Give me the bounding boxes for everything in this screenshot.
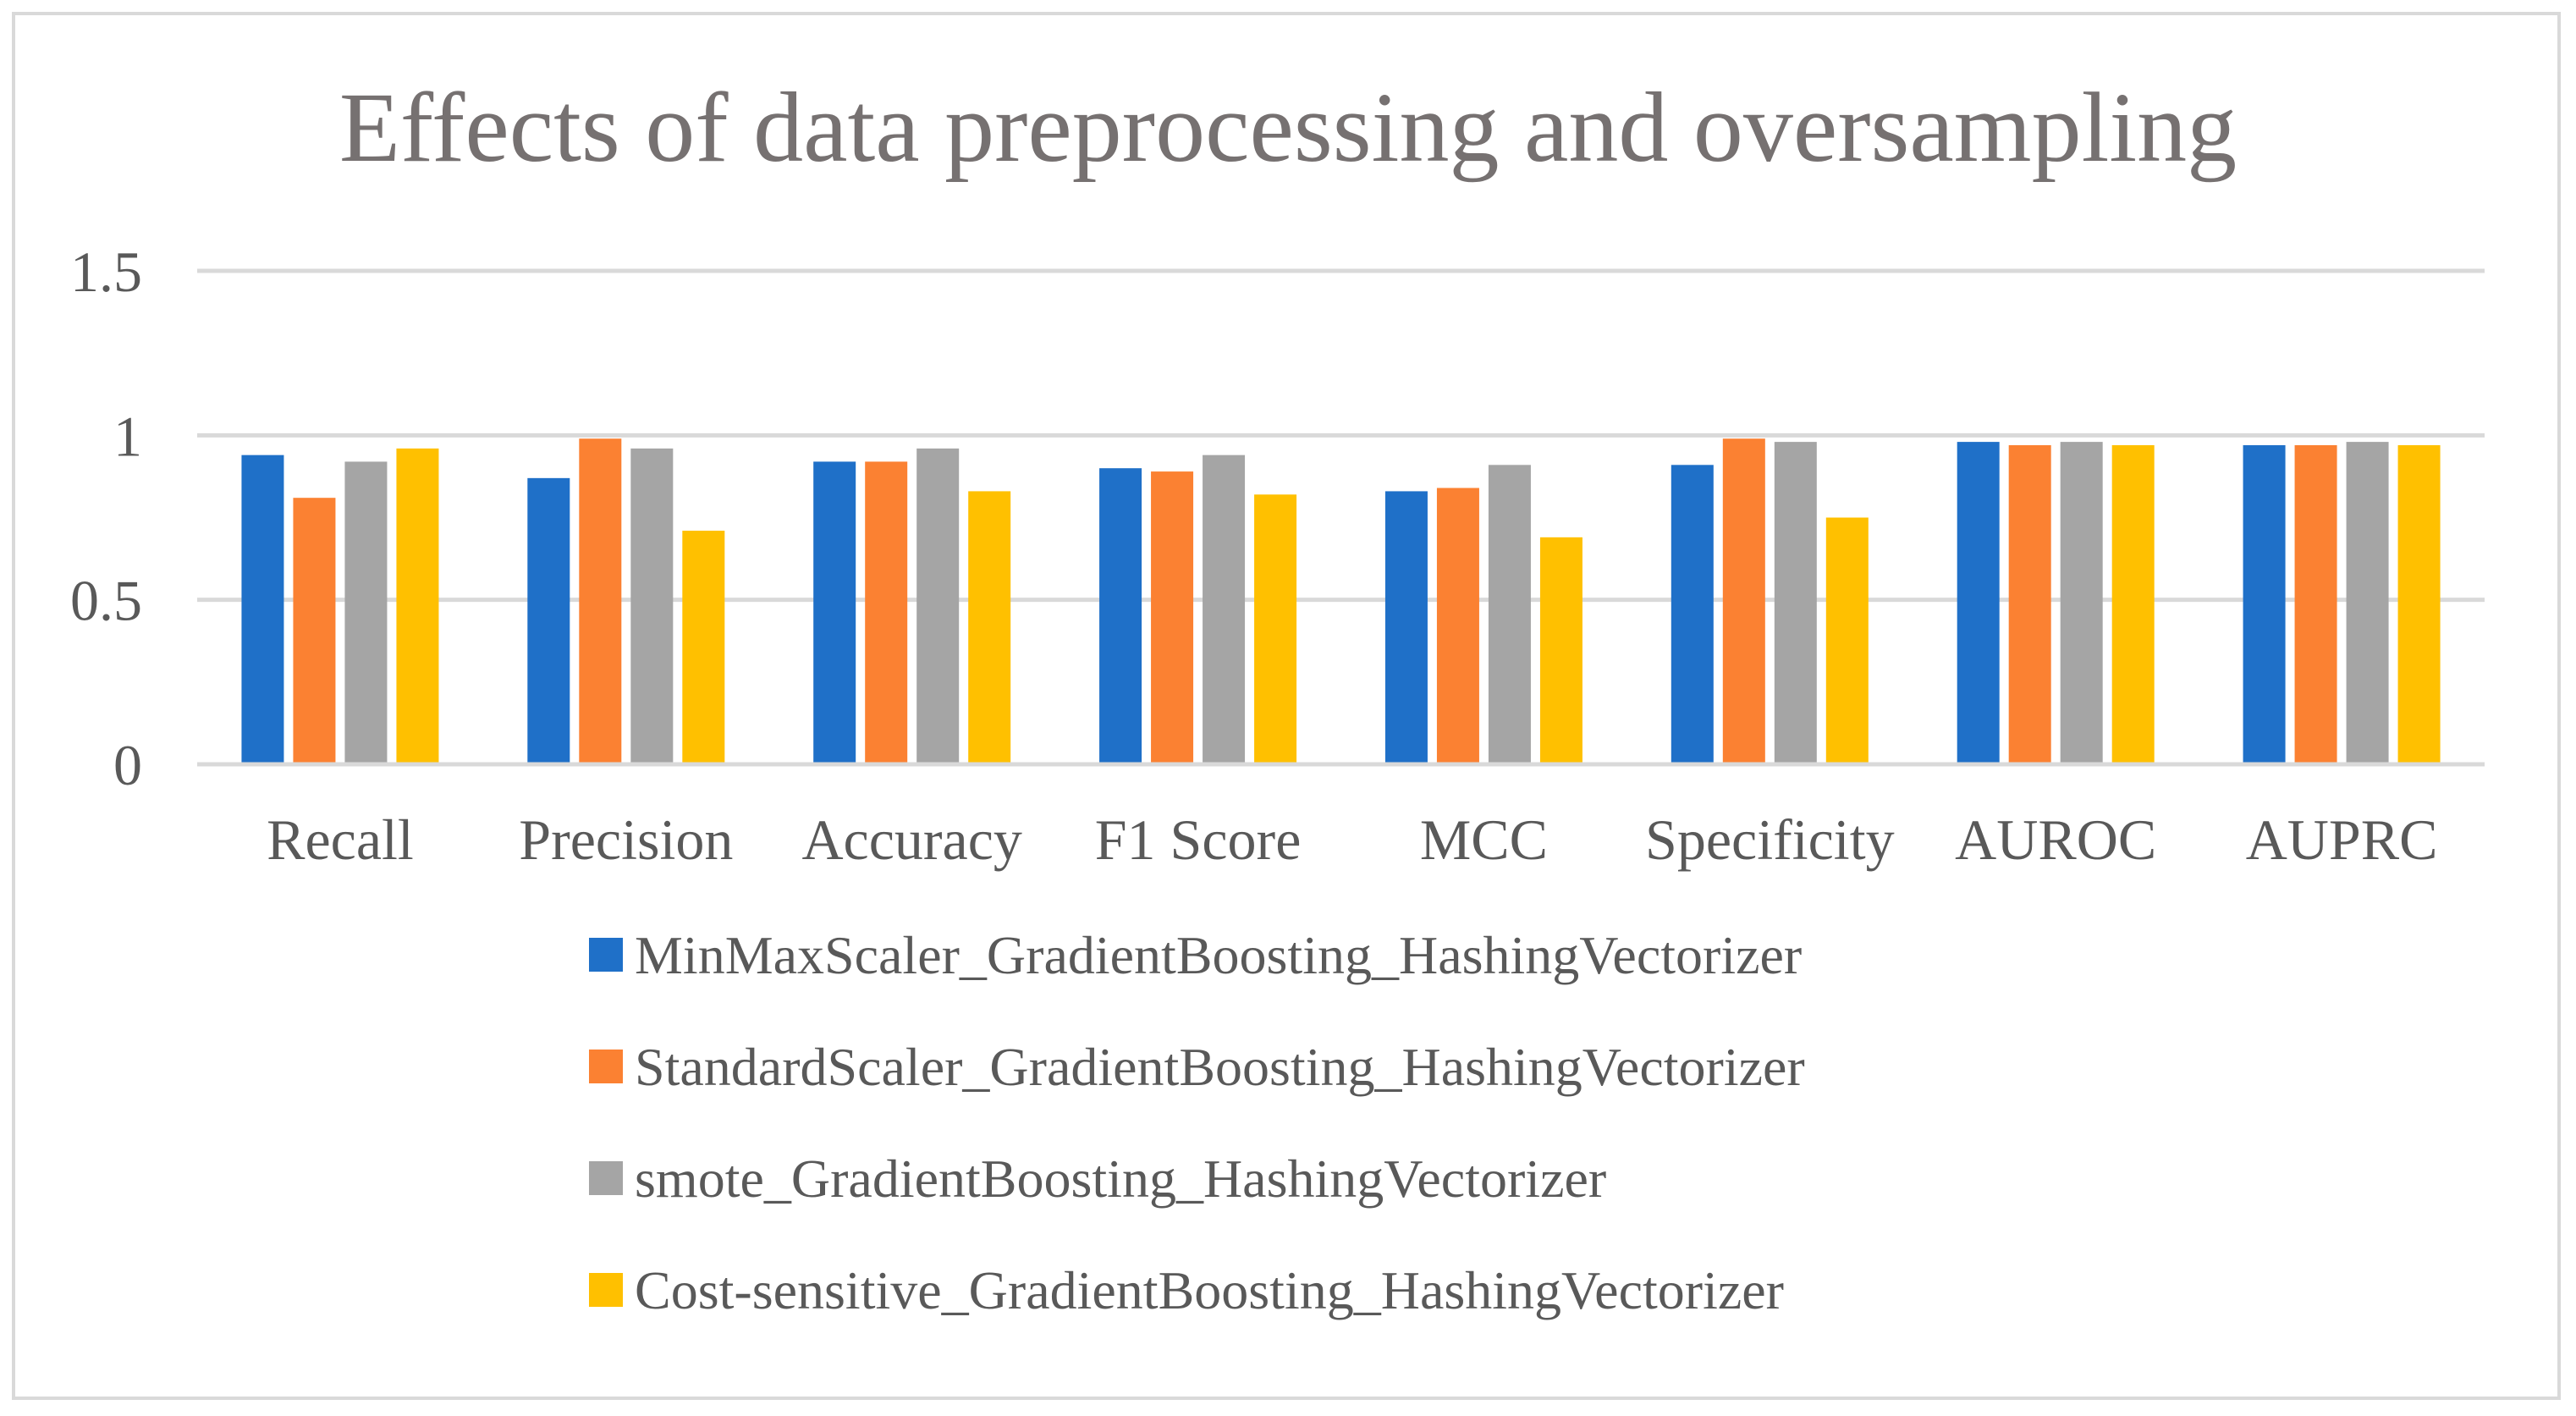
bar-specificity-series-1: [1671, 465, 1714, 764]
y-tick-label: 0: [113, 733, 142, 797]
x-category-label: Recall: [267, 807, 414, 872]
bar-f1-score-series-1: [1099, 468, 1142, 764]
bar-accuracy-series-2: [865, 461, 908, 764]
bar-f1-score-series-4: [1254, 494, 1297, 764]
bar-auroc-series-2: [2008, 444, 2051, 764]
x-category-label: Specificity: [1645, 807, 1895, 872]
legend-swatch: [589, 938, 623, 972]
y-tick-label: 0.5: [70, 569, 142, 633]
bar-auprc-series-4: [2397, 444, 2441, 764]
bar-f1-score-series-3: [1203, 455, 1246, 764]
y-tick-label: 1.5: [70, 240, 142, 304]
bar-auprc-series-2: [2294, 444, 2337, 764]
bar-auprc-series-3: [2346, 442, 2389, 764]
gridlines: [197, 268, 2485, 603]
bar-recall-series-3: [344, 461, 388, 764]
y-tick-label: 1: [113, 404, 142, 468]
chart-title: Effects of data preprocessing and oversa…: [339, 72, 2237, 183]
bar-f1-score-series-2: [1151, 471, 1194, 764]
bar-recall-series-4: [396, 448, 439, 764]
x-axis-categories: Recall Precision Accuracy F1 Score MCC Specif…: [267, 807, 2437, 872]
legend-label: StandardScaler_GradientBoosting_HashingV…: [635, 1037, 1805, 1097]
bar-auprc-series-1: [2243, 444, 2286, 764]
bar-recall-series-2: [293, 498, 336, 764]
bars: [241, 438, 2441, 764]
bar-auroc-series-3: [2060, 442, 2103, 764]
x-category-label: MCC: [1420, 807, 1548, 872]
bar-precision-series-4: [682, 531, 725, 764]
bar-specificity-series-3: [1774, 442, 1817, 764]
bar-specificity-series-4: [1825, 517, 1869, 764]
bar-accuracy-series-1: [813, 461, 856, 764]
bar-auroc-series-4: [2111, 444, 2155, 764]
legend-label: MinMaxScaler_GradientBoosting_HashingVec…: [635, 925, 1802, 985]
bar-mcc-series-2: [1436, 488, 1479, 764]
bar-mcc-series-4: [1539, 537, 1582, 764]
legend-swatch: [589, 1273, 623, 1307]
bar-precision-series-1: [527, 477, 570, 764]
bar-mcc-series-3: [1488, 465, 1531, 764]
legend-label: Cost-sensitive_GradientBoosting_HashingV…: [635, 1260, 1784, 1320]
bar-precision-series-2: [579, 438, 622, 764]
bar-recall-series-1: [241, 455, 284, 764]
bar-accuracy-series-4: [968, 491, 1011, 764]
legend-label: smote_GradientBoosting_HashingVectorizer: [635, 1149, 1606, 1209]
x-category-label: AUPRC: [2246, 807, 2438, 872]
legend-swatch: [589, 1050, 623, 1083]
bar-accuracy-series-3: [916, 448, 960, 764]
legend: MinMaxScaler_GradientBoosting_HashingVec…: [589, 925, 1805, 1320]
bar-precision-series-3: [630, 448, 674, 764]
x-category-label: Precision: [519, 807, 733, 872]
x-category-label: Accuracy: [801, 807, 1021, 872]
legend-swatch: [589, 1161, 623, 1195]
bar-mcc-series-1: [1384, 491, 1428, 764]
x-category-label: F1 Score: [1095, 807, 1302, 872]
x-category-label: AUROC: [1955, 807, 2156, 872]
bar-specificity-series-2: [1722, 438, 1765, 764]
y-axis-ticks: 0 0.5 1 1.5: [70, 240, 142, 797]
bar-auroc-series-1: [1957, 442, 2000, 764]
